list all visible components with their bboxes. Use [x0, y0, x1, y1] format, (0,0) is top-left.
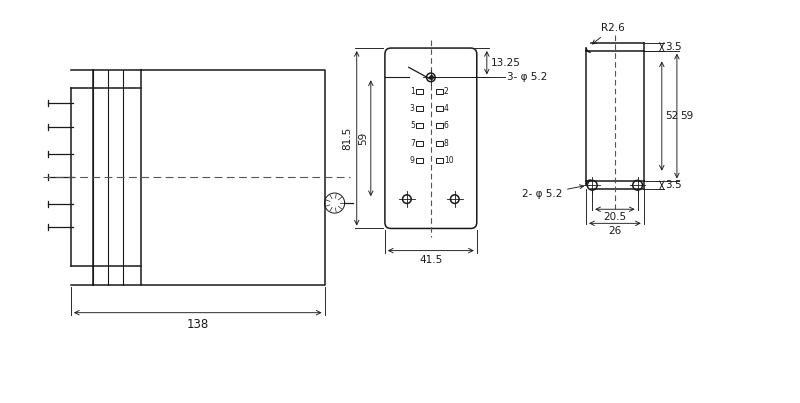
Bar	[436, 158, 443, 163]
Text: 10: 10	[444, 156, 454, 165]
Bar	[436, 123, 443, 129]
Text: 3.5: 3.5	[665, 42, 682, 52]
Text: 7: 7	[410, 139, 414, 147]
Text: 20.5: 20.5	[603, 212, 626, 222]
Text: 81.5: 81.5	[342, 127, 353, 150]
Text: 1: 1	[410, 87, 414, 96]
Text: 138: 138	[186, 318, 209, 331]
Text: 26: 26	[608, 226, 622, 236]
Bar	[416, 158, 422, 163]
Text: 9: 9	[410, 156, 414, 165]
Bar	[436, 141, 443, 145]
Bar	[416, 123, 422, 129]
Text: 5: 5	[410, 121, 414, 131]
Text: 52: 52	[665, 111, 678, 121]
Text: R2.6: R2.6	[592, 23, 625, 44]
Bar	[436, 89, 443, 94]
Text: 13.25: 13.25	[491, 58, 521, 68]
Text: 2: 2	[444, 87, 449, 96]
Text: 41.5: 41.5	[419, 255, 442, 265]
Bar	[416, 141, 422, 145]
Text: 3.5: 3.5	[665, 180, 682, 190]
Text: 59: 59	[358, 132, 368, 145]
Bar	[436, 106, 443, 111]
Text: 4: 4	[444, 104, 449, 113]
Text: 3: 3	[410, 104, 414, 113]
Bar	[416, 106, 422, 111]
Text: 8: 8	[444, 139, 449, 147]
Text: 6: 6	[444, 121, 449, 131]
Text: 2- φ 5.2: 2- φ 5.2	[522, 185, 584, 199]
Text: 3- φ 5.2: 3- φ 5.2	[507, 73, 547, 82]
Text: 59: 59	[680, 111, 693, 121]
Bar	[416, 89, 422, 94]
